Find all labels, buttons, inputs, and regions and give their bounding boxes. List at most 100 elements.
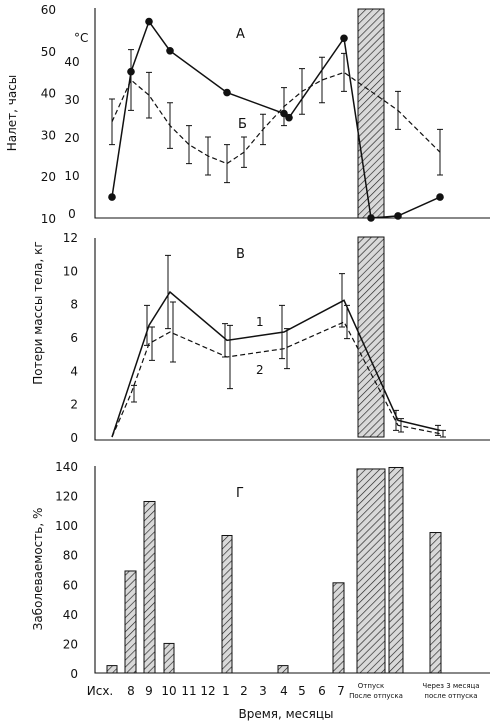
series-1-errorbar-2 [165,254,171,330]
x-tick-2: 2 [240,684,248,698]
y-title-nalet: Налет, часы [5,75,19,152]
y-tick-zab-0: 0 [70,667,78,681]
series-2-errorbar-8 [440,429,446,438]
y-tick-nalet-30: 30 [41,128,56,142]
bar-zab-5 [277,665,289,674]
x-tick-6: 6 [318,684,326,698]
series-b-errorbar-1 [128,49,134,111]
bar-zab-2 [143,500,156,674]
series-b-errorbar-9 [281,87,287,127]
series-a-point-10 [436,193,444,201]
y-tick-zab-40: 40 [63,608,78,622]
y-tick-massa-8: 8 [70,298,78,312]
hatched-bar-otpusk-a [357,8,385,219]
x-tick-10: 10 [161,684,176,698]
y-tick-nalet-60: 60 [41,3,56,17]
y-tick-zab-100: 100 [55,519,78,533]
bar-zab-0 [106,665,118,674]
y-tick-nalet-20: 20 [41,170,56,184]
series-label-2: 2 [256,363,264,377]
x-tick-3: 3 [259,684,267,698]
panel-label-a: А [236,27,245,42]
series-a-point-4 [223,88,231,97]
x-tick-12: 12 [200,684,215,698]
series-2-errorbar-3 [170,301,176,363]
series-b-errorbar-10 [299,68,305,115]
series-a-point-5 [280,109,288,118]
bar-zab-1 [124,570,137,674]
x-axis-title: Время, месяцы [238,707,333,721]
x-tick-7: 7 [337,684,345,698]
bar-zab-7 [356,468,386,674]
x-tick-cherez-line1: Через 3 месяца [422,682,479,690]
series-a-point-0 [108,193,116,201]
y-tick-massa-6: 6 [70,331,78,345]
bar-zab-9 [429,532,442,674]
bar-zab-6 [332,582,345,674]
series-a-point-9 [394,212,402,220]
series-2-errorbar-5 [284,328,290,370]
y-tick-nalet-10: 10 [41,212,56,226]
y-title-zabolevaemost: Заболеваемость, % [31,508,45,631]
y-tick-zab-140: 140 [55,460,78,474]
y2-tick-temp-40: 40 [64,55,79,69]
x-tick-5: 5 [298,684,306,698]
y2-tick-temp-30: 30 [64,93,79,107]
series-a-point-8 [367,214,375,222]
y-tick-massa-12: 12 [63,231,78,245]
series-b-errorbar-14 [437,128,443,176]
series-a-point-2 [145,17,153,26]
bar-zab-3 [163,642,175,674]
panel-label-g: Г [236,486,244,501]
series-b-errorbar-12 [341,52,347,92]
series-b-errorbar-6 [224,144,230,184]
panel-label-b: Б [238,117,247,132]
bar-zab-4 [221,534,233,674]
x-tick-9: 9 [145,684,153,698]
series-2-errorbar-2 [149,326,155,361]
y-tick-massa-10: 10 [63,264,78,278]
panel-v-axes [94,238,490,441]
series-b-errorbar-3 [167,102,173,149]
series-b-errorbar-13 [395,90,401,130]
series-1-line [111,290,441,438]
y-tick-zab-120: 120 [55,490,78,504]
y-tick-zab-80: 80 [63,549,78,563]
series-a-point-7 [340,34,348,43]
y2-title-celsius: °С [74,31,88,45]
panel-label-v: В [236,247,245,262]
series-b-errorbar-4 [186,125,192,165]
series-a-line [111,19,441,219]
y-tick-zab-60: 60 [63,578,78,592]
x-tick-Исх.: Исх. [87,684,114,698]
series-b-line [111,71,441,165]
y-tick-massa-4: 4 [70,364,78,378]
series-2-errorbar-4 [227,324,233,390]
y-tick-zab-20: 20 [63,637,78,651]
series-1-errorbar-6 [393,409,399,431]
series-b-errorbar-2 [146,71,152,119]
x-tick-11: 11 [181,684,196,698]
y-tick-massa-2: 2 [70,398,78,412]
x-tick-1: 1 [222,684,230,698]
series-a-point-6 [285,113,293,122]
series-b-errorbar-11 [319,56,325,104]
x-tick-posle-otpuska: После отпуска [349,692,403,700]
bar-zab-8 [388,466,404,674]
series-2-line [111,321,441,438]
y-title-massa: Потери массы тела, кг [31,241,45,384]
y2-tick-temp-10: 10 [64,169,79,183]
y-tick-massa-0: 0 [70,431,78,445]
series-b-errorbar-7 [241,136,247,168]
chart-marks: 6050403020104030201001210864201401201008… [41,3,446,698]
series-label-1: 1 [256,315,264,329]
y-tick-nalet-40: 40 [41,87,56,101]
x-tick-4: 4 [280,684,288,698]
y-tick-nalet-50: 50 [41,45,56,59]
x-tick-otpusk: Отпуск [358,682,384,690]
series-b-errorbar-0 [109,98,115,146]
hatched-bar-otpusk-v [357,236,385,438]
series-1-errorbar-4 [279,304,285,360]
series-a-point-1 [127,67,135,76]
